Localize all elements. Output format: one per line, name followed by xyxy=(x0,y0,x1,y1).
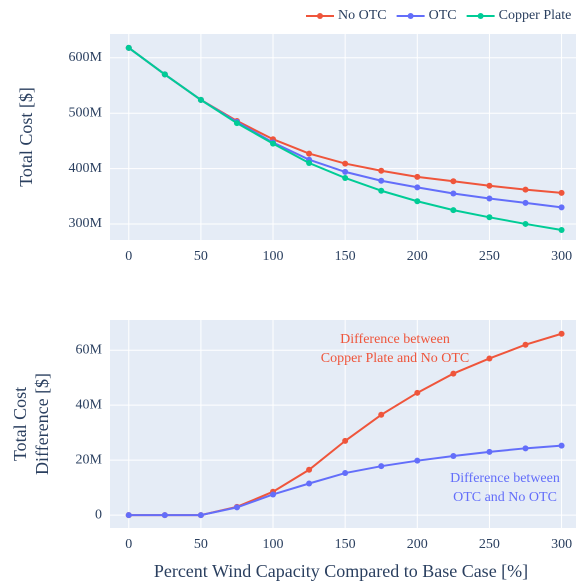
y-axis-title-line: Total Cost [$] xyxy=(16,87,36,187)
point xyxy=(378,463,385,470)
x-tick-label: 150 xyxy=(335,537,356,552)
point xyxy=(161,512,168,519)
y-axis-title-line: Total Cost xyxy=(10,387,30,461)
y-tick-label: 300M xyxy=(69,216,103,231)
point xyxy=(450,453,457,460)
point xyxy=(558,189,565,196)
point xyxy=(233,504,240,511)
point xyxy=(486,355,493,362)
x-tick-label: 0 xyxy=(125,249,132,264)
annotation-line: OTC and No OTC xyxy=(453,490,557,505)
y-axis-title: Total Cost Difference [$] xyxy=(10,373,52,475)
point xyxy=(342,437,349,444)
y-tick-label: 400M xyxy=(69,161,103,176)
point xyxy=(522,199,529,206)
point xyxy=(378,167,385,174)
x-tick-label: 250 xyxy=(479,537,500,552)
point xyxy=(486,195,493,202)
point xyxy=(522,445,529,452)
y-tick-label: 600M xyxy=(69,50,103,65)
y-tick-label: 40M xyxy=(76,397,103,412)
point xyxy=(233,120,240,127)
annotation: Difference between OTC and No OTC xyxy=(450,471,560,505)
annotation: Difference between Copper Plate and No OT… xyxy=(321,332,470,366)
point xyxy=(378,411,385,418)
point xyxy=(270,140,277,147)
annotation-line: Copper Plate and No OTC xyxy=(321,351,470,366)
point xyxy=(558,330,565,337)
point xyxy=(306,150,313,157)
point xyxy=(450,178,457,185)
point xyxy=(414,198,421,205)
point xyxy=(558,442,565,449)
x-axis-title: Percent Wind Capacity Compared to Base C… xyxy=(154,561,528,581)
x-tick-label: 0 xyxy=(125,537,132,552)
point xyxy=(306,466,313,473)
legend-marker xyxy=(477,13,484,19)
point xyxy=(450,190,457,197)
y-tick-label: 20M xyxy=(76,452,103,467)
legend-label: No OTC xyxy=(338,8,387,23)
y-tick-label: 500M xyxy=(69,105,103,120)
point xyxy=(486,214,493,221)
legend-label: Copper Plate xyxy=(499,8,572,23)
point xyxy=(486,448,493,455)
point xyxy=(414,184,421,191)
point xyxy=(342,160,349,167)
point xyxy=(378,187,385,194)
point xyxy=(270,491,277,498)
plot-area xyxy=(110,34,576,240)
x-tick-label: 50 xyxy=(194,537,208,552)
y-tick-label: 60M xyxy=(76,342,103,357)
point xyxy=(450,370,457,377)
point xyxy=(414,173,421,180)
point xyxy=(306,480,313,487)
x-tick-label: 200 xyxy=(407,249,428,264)
point xyxy=(306,160,313,167)
x-tick-label: 100 xyxy=(263,249,284,264)
point xyxy=(522,186,529,193)
point xyxy=(125,44,132,51)
x-tick-label: 50 xyxy=(194,249,208,264)
point xyxy=(197,96,204,103)
point xyxy=(342,168,349,175)
y-axis-title-line: Difference [$] xyxy=(32,373,52,475)
x-tick-label: 250 xyxy=(479,249,500,264)
y-tick-label: 0 xyxy=(95,507,102,522)
point xyxy=(161,71,168,78)
point xyxy=(197,512,204,519)
point xyxy=(342,470,349,477)
point xyxy=(558,204,565,211)
point xyxy=(125,512,132,519)
point xyxy=(414,389,421,396)
point xyxy=(450,207,457,214)
x-tick-label: 300 xyxy=(551,537,572,552)
x-tick-label: 300 xyxy=(551,249,572,264)
x-tick-label: 200 xyxy=(407,537,428,552)
point xyxy=(342,174,349,181)
point xyxy=(486,182,493,189)
point xyxy=(558,227,565,234)
x-tick-label: 150 xyxy=(335,249,356,264)
annotation-line: Difference between xyxy=(450,471,560,486)
legend-label: OTC xyxy=(429,8,457,23)
point xyxy=(522,341,529,348)
legend-marker xyxy=(407,13,414,19)
legend-marker xyxy=(317,13,323,19)
point xyxy=(414,457,421,464)
point xyxy=(522,220,529,227)
annotation-line: Difference between xyxy=(340,332,450,347)
point xyxy=(378,177,385,184)
x-tick-label: 100 xyxy=(263,537,284,552)
y-axis-title: Total Cost [$] xyxy=(16,87,36,187)
